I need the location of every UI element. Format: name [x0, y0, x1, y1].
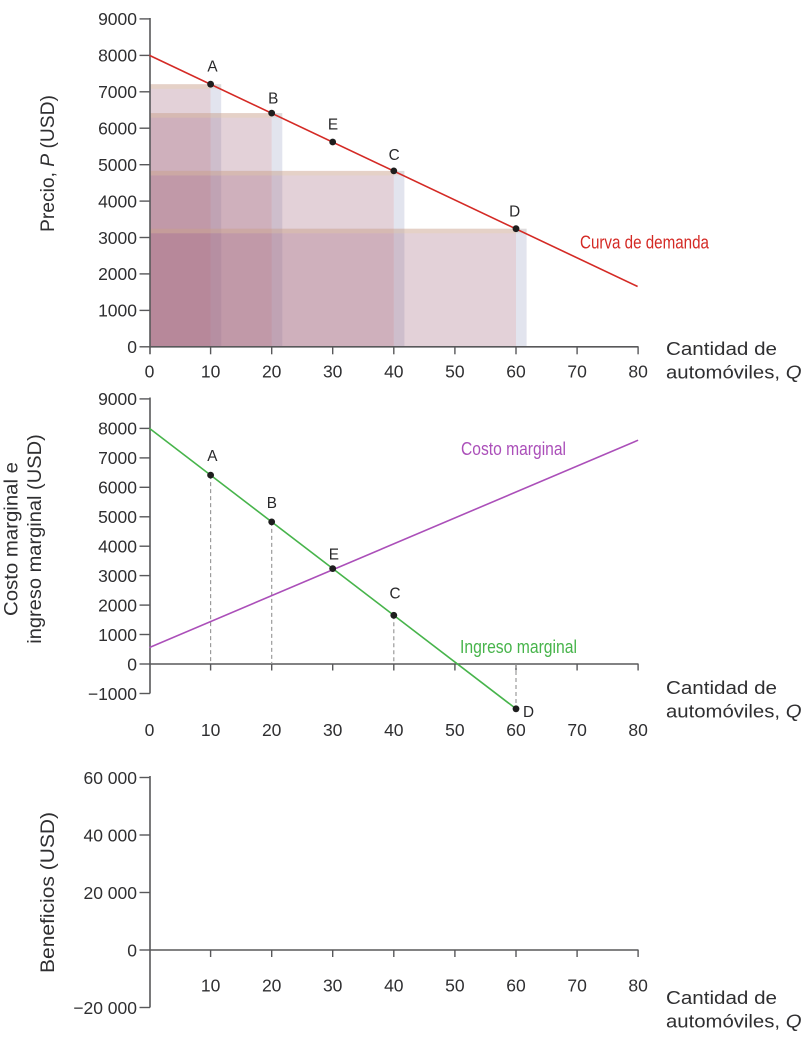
svg-text:E: E: [328, 116, 338, 133]
svg-text:20 000: 20 000: [83, 883, 137, 903]
svg-text:A: A: [207, 58, 218, 75]
svg-text:9000: 9000: [98, 389, 137, 409]
svg-text:B: B: [268, 90, 278, 107]
svg-text:40: 40: [384, 362, 404, 382]
svg-text:10: 10: [201, 976, 221, 996]
svg-text:0: 0: [145, 362, 155, 382]
svg-text:60: 60: [506, 362, 526, 382]
svg-text:0: 0: [127, 654, 137, 674]
svg-text:ingreso marginal (USD): ingreso marginal (USD): [25, 434, 46, 644]
svg-text:40: 40: [384, 976, 404, 996]
svg-text:0: 0: [127, 940, 137, 960]
svg-text:20: 20: [262, 720, 282, 740]
svg-text:1000: 1000: [98, 625, 137, 645]
svg-text:Cantidad de: Cantidad de: [666, 987, 777, 1008]
svg-text:80: 80: [628, 720, 648, 740]
svg-text:40 000: 40 000: [83, 825, 137, 845]
svg-text:Cantidad de: Cantidad de: [666, 338, 777, 359]
svg-text:1000: 1000: [98, 301, 137, 321]
svg-text:2000: 2000: [98, 264, 137, 284]
svg-text:0: 0: [145, 720, 155, 740]
svg-text:50: 50: [445, 362, 465, 382]
svg-text:60: 60: [506, 720, 526, 740]
svg-text:20: 20: [262, 976, 282, 996]
svg-text:8000: 8000: [98, 419, 137, 439]
svg-text:Costo marginal: Costo marginal: [461, 439, 566, 459]
svg-text:Curva de demanda: Curva de demanda: [580, 232, 710, 252]
svg-text:−1000: −1000: [88, 684, 137, 704]
svg-text:30: 30: [323, 976, 343, 996]
svg-text:40: 40: [384, 720, 404, 740]
svg-text:4000: 4000: [98, 537, 137, 557]
svg-text:2000: 2000: [98, 595, 137, 615]
svg-text:60: 60: [506, 976, 526, 996]
svg-text:80: 80: [628, 976, 648, 996]
svg-text:A: A: [207, 448, 218, 465]
svg-text:7000: 7000: [98, 82, 137, 102]
svg-text:C: C: [389, 585, 400, 602]
svg-text:automóviles, Q: automóviles, Q: [666, 701, 802, 722]
svg-text:B: B: [267, 495, 277, 512]
svg-text:0: 0: [127, 337, 137, 357]
svg-text:Costo marginal e: Costo marginal e: [2, 462, 23, 616]
svg-text:60 000: 60 000: [83, 768, 137, 788]
svg-text:8000: 8000: [98, 46, 137, 66]
svg-text:30: 30: [323, 362, 343, 382]
svg-text:70: 70: [567, 362, 587, 382]
svg-text:Beneficios (USD): Beneficios (USD): [38, 812, 59, 973]
svg-text:30: 30: [323, 720, 343, 740]
svg-text:7000: 7000: [98, 448, 137, 468]
svg-text:Precio, P (USD): Precio, P (USD): [38, 95, 59, 232]
svg-text:3000: 3000: [98, 566, 137, 586]
svg-text:10: 10: [201, 362, 221, 382]
svg-text:3000: 3000: [98, 228, 137, 248]
svg-text:Ingreso marginal: Ingreso marginal: [460, 637, 577, 657]
svg-text:Cantidad de: Cantidad de: [666, 677, 777, 698]
svg-text:4000: 4000: [98, 191, 137, 211]
svg-text:−20 000: −20 000: [73, 998, 137, 1018]
svg-text:70: 70: [567, 720, 587, 740]
svg-text:E: E: [329, 546, 339, 563]
svg-text:D: D: [523, 704, 534, 721]
svg-text:6000: 6000: [98, 478, 137, 498]
svg-text:automóviles, Q: automóviles, Q: [666, 362, 802, 383]
svg-text:6000: 6000: [98, 119, 137, 139]
svg-text:9000: 9000: [98, 9, 137, 29]
svg-text:automóviles, Q: automóviles, Q: [666, 1011, 802, 1032]
svg-text:C: C: [389, 147, 400, 164]
svg-text:5000: 5000: [98, 155, 137, 175]
svg-text:5000: 5000: [98, 507, 137, 527]
svg-text:50: 50: [445, 976, 465, 996]
svg-text:20: 20: [262, 362, 282, 382]
svg-text:10: 10: [201, 720, 221, 740]
svg-text:50: 50: [445, 720, 465, 740]
svg-text:70: 70: [567, 976, 587, 996]
svg-text:D: D: [509, 204, 520, 221]
svg-text:80: 80: [628, 362, 648, 382]
